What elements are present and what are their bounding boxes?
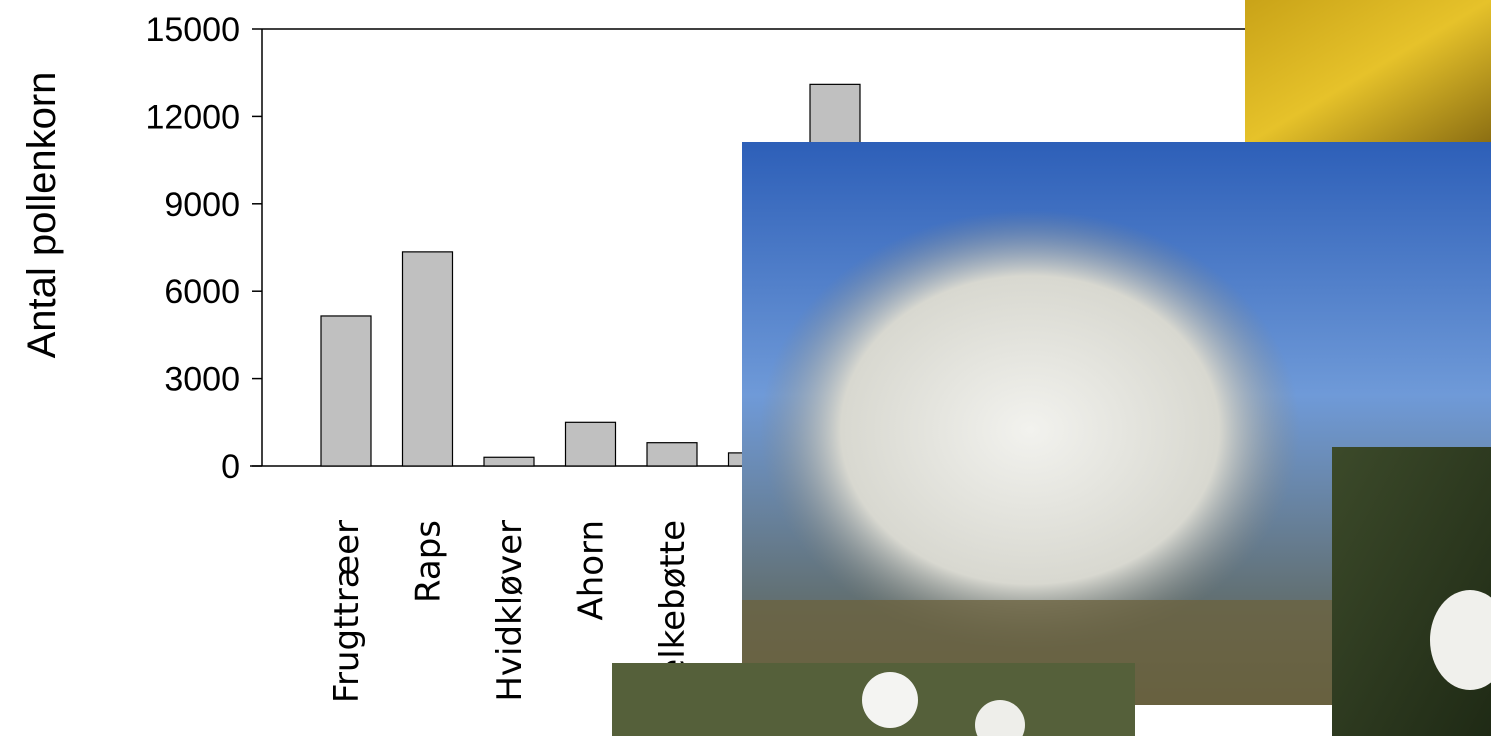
y-tick-label: 0 bbox=[221, 448, 240, 486]
chart: Antal pollenkorn 0 3000 6000 9000 12000 15000… bbox=[20, 11, 1250, 722]
x-tick-label: Raps bbox=[409, 520, 449, 603]
y-tick-label: 6000 bbox=[164, 273, 240, 311]
bar bbox=[320, 315, 372, 467]
photo-detail bbox=[760, 210, 1300, 650]
x-tick-label: Hvidkløver bbox=[490, 520, 530, 702]
photo-detail bbox=[1430, 590, 1491, 690]
bar bbox=[401, 251, 454, 467]
x-tick-label: Frugttræer bbox=[327, 520, 367, 703]
bar bbox=[646, 442, 698, 467]
bar bbox=[564, 421, 617, 467]
x-tick-label: Ahorn bbox=[572, 520, 612, 621]
y-axis-title: Antal pollenkorn bbox=[20, 72, 64, 359]
photo-detail bbox=[975, 700, 1025, 736]
photo-detail bbox=[862, 672, 918, 728]
photo-rapeseed bbox=[1245, 0, 1491, 145]
bar bbox=[483, 456, 535, 467]
y-tick-label: 3000 bbox=[164, 361, 240, 399]
y-tick-label: 9000 bbox=[164, 186, 240, 224]
y-tick-label: 12000 bbox=[145, 98, 240, 136]
y-tick-label: 15000 bbox=[145, 11, 240, 49]
photos bbox=[612, 0, 1491, 736]
